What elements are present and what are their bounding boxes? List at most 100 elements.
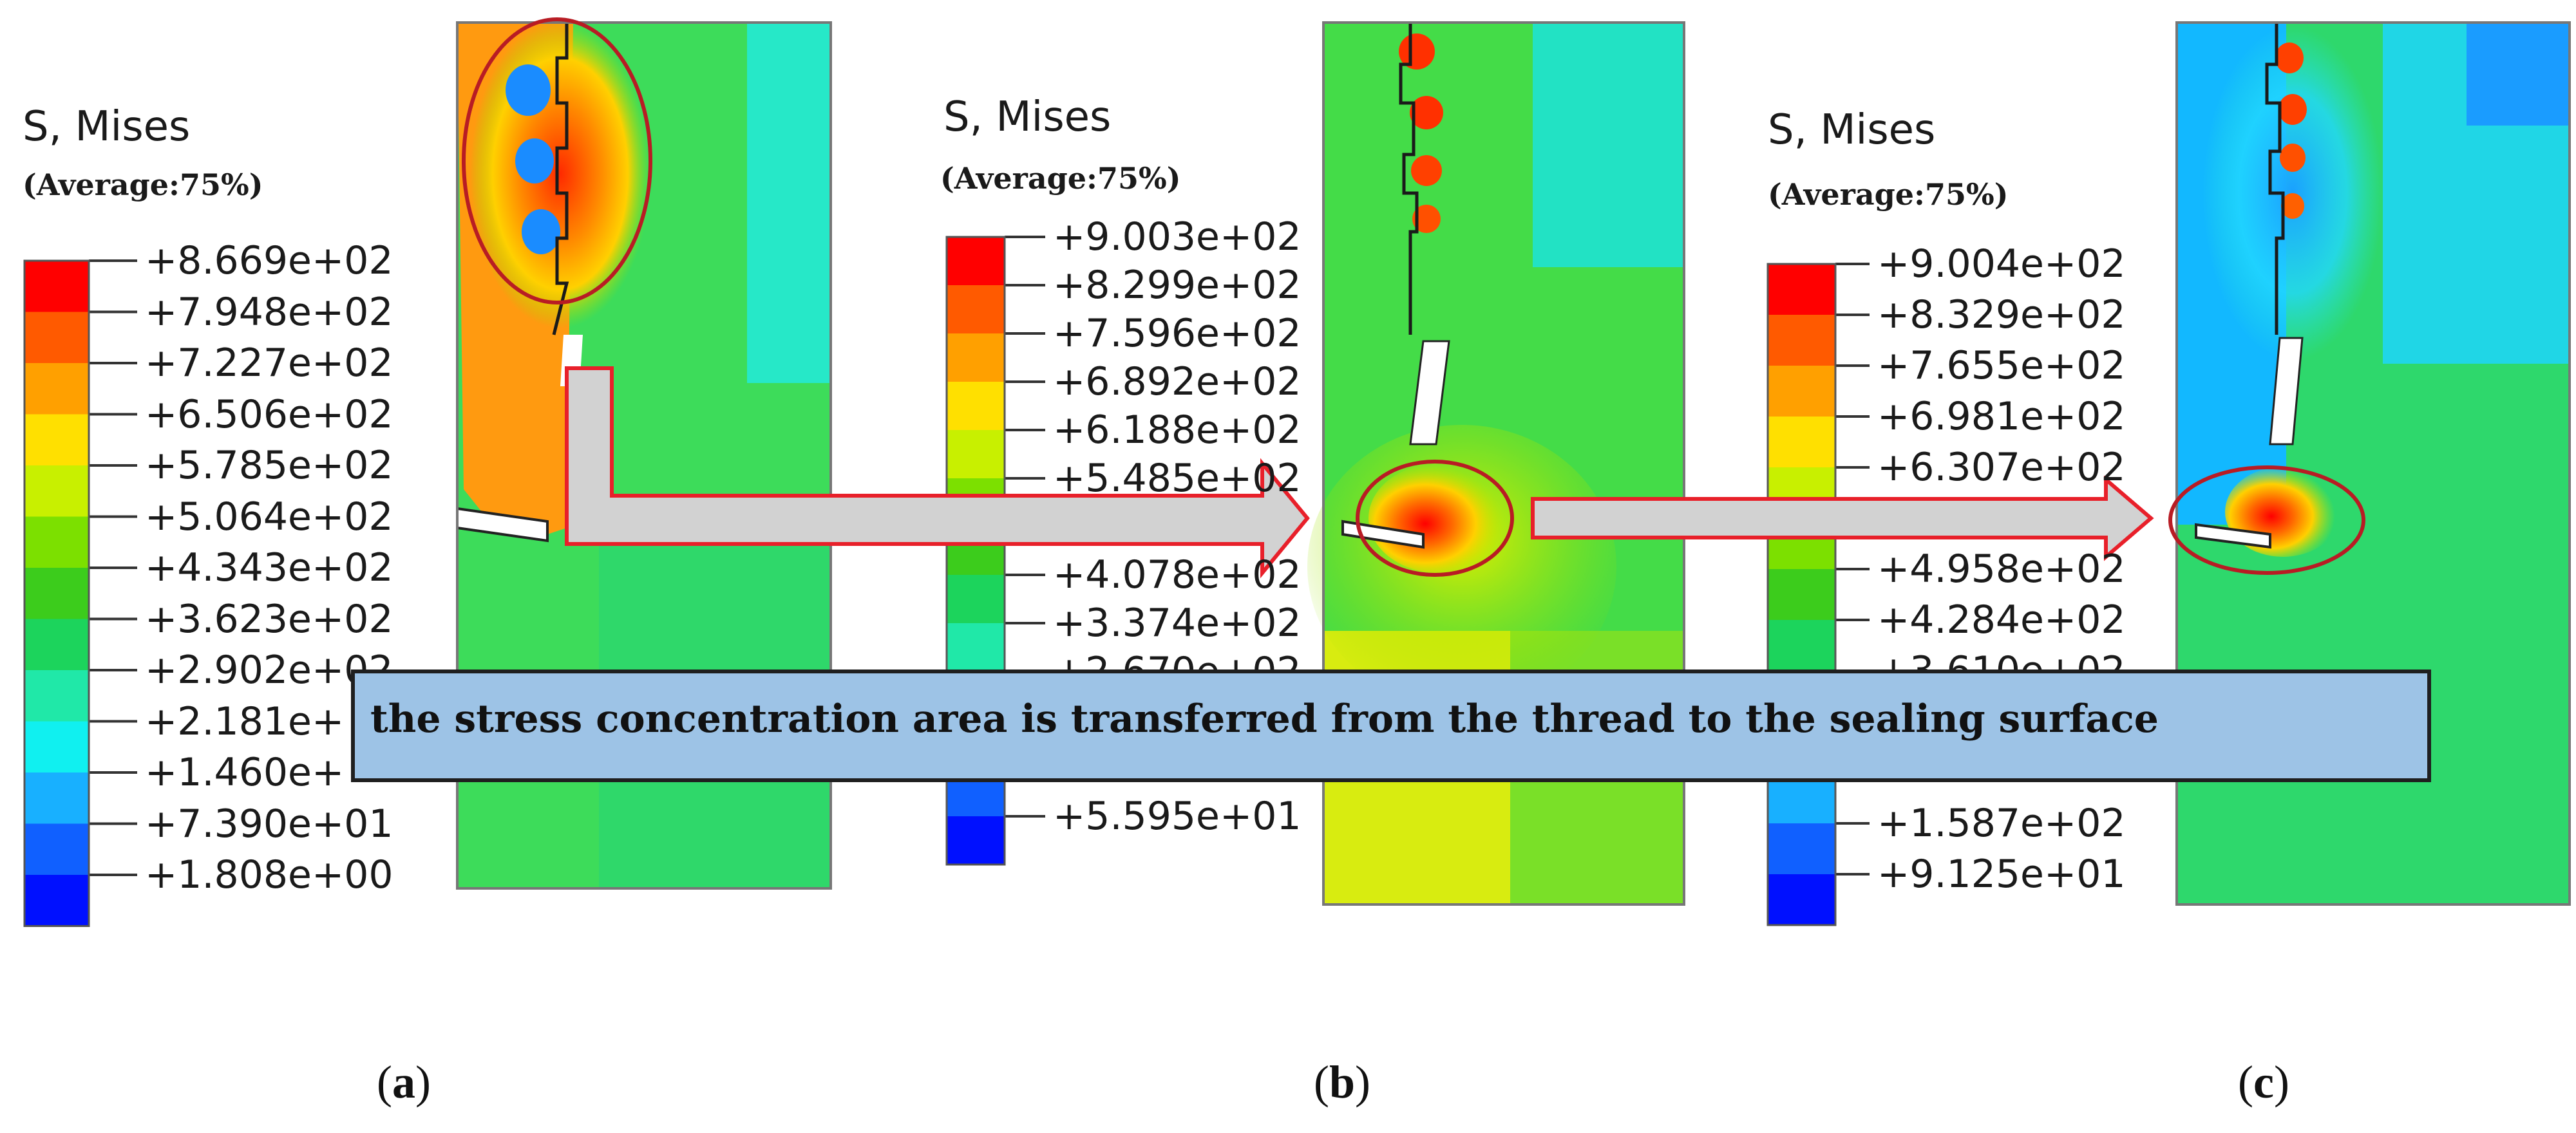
panel-label-c: (c) [2238,1056,2289,1108]
legend-c-tick-label: +9.004e+02 [1877,241,2126,286]
legend-c-tick-label: +6.981e+02 [1877,394,2126,439]
legend-b-swatch [947,382,1005,431]
arrow-a-to-b [565,366,1310,579]
legend-a-tick-label: +6.506e+02 [145,391,393,437]
legend-c-tick-label: +9.125e+01 [1877,852,2126,897]
legend-a-subtitle: (Average:75%) [23,167,263,202]
model-b-seal-hot [1368,464,1510,573]
model-b-thread [1399,23,1419,335]
legend-c-swatch [1768,569,1835,621]
model-b-hotspot [1410,96,1443,129]
panel-label-a: (a) [377,1056,431,1108]
legend-b-tick-label: +5.595e+01 [1053,794,1302,839]
model-c-hotspot [2280,144,2306,172]
model-c-border [2175,21,2571,906]
legend-b-subtitle: (Average:75%) [940,161,1181,196]
legend-a-swatch [24,619,89,671]
legend-b-tick-label: +9.003e+02 [1053,214,1302,259]
transfer-arrows [565,366,2154,579]
legend-a-tick-label: +5.785e+02 [145,443,393,488]
legend-c-subtitle: (Average:75%) [1768,177,2009,212]
legend-a-swatch [24,363,89,415]
legend-c-tick-label: +4.958e+02 [1877,547,2126,592]
model-a-blue-spot [506,64,551,116]
legend-a-tick-label: +7.948e+02 [145,289,393,335]
legend-a-swatch [24,772,89,824]
model-a-border [456,21,832,890]
legend-a-swatch [24,721,89,773]
legend-c-swatch [1768,823,1835,875]
legend-a-tick-label: +7.227e+02 [145,341,393,386]
legend-b-swatch [947,623,1005,672]
caption-text: the stress concentration area is transfe… [370,697,2159,742]
legend-c-swatch [1768,620,1835,671]
legend-a-tick-label: +1.460e+ [145,750,345,795]
model-c-thread [2265,23,2285,335]
legend-b-bar-border [945,236,1006,866]
legend-c-bar-border [1766,263,1837,926]
legend-b-swatch [947,816,1005,865]
model-b-hotspot [1399,33,1435,70]
legend-a-tick-label: +3.623e+02 [145,596,393,642]
model-c-seal-notch [2195,523,2271,549]
legend-a-bar-border [23,259,90,927]
legend-c-swatch [1768,366,1835,417]
legend-c-tick-label: +8.329e+02 [1877,292,2126,337]
legend-c-swatch [1768,874,1835,926]
model-b-gap [1409,340,1450,445]
legend-a-swatch [24,568,89,619]
legend-c-tick-label: +4.284e+02 [1877,597,2126,642]
arrow-b-to-c [1531,475,2154,561]
legend-c-tick-label: +1.587e+02 [1877,801,2126,846]
legend-b-tick-label: +7.596e+02 [1053,311,1302,356]
legend-c-title: S, Mises [1768,106,1936,154]
model-c-highlight-ellipse [2168,465,2365,575]
model-c-hotspot [2275,42,2304,73]
legend-a-tick-label: +7.390e+01 [145,801,393,847]
model-a-right-cyan [747,23,831,383]
model-c-hotspot [2281,193,2304,219]
legend-a-swatch [24,312,89,364]
legend-a-tick-label: +4.343e+02 [145,545,393,590]
model-c-hotspot [2278,94,2307,125]
legend-a-title: S, Mises [23,103,191,151]
legend-c-swatch [1768,264,1835,315]
legend-a-swatch [24,823,89,876]
legend-b-tick-label: +5.485e+02 [1053,456,1302,501]
legend-b-swatch [947,237,1005,286]
panel-label-b: (b) [1314,1056,1371,1108]
model-c-blue-topright [2467,23,2570,126]
model-b-highlight-ellipse [1356,460,1514,577]
legend-b-tick-label: +6.188e+02 [1053,407,1302,453]
model-b-cyan-top [1533,23,1684,267]
legend-c-swatch [1768,315,1835,366]
legend-a-tick-label: +2.181e+ [145,698,345,744]
legend-b-swatch [947,430,1005,479]
legend-c-tick-label: +7.655e+02 [1877,343,2126,388]
model-b-border [1322,21,1685,906]
legend-a-swatch [24,261,89,312]
legend-a-tick-label: +1.808e+00 [145,852,393,897]
panel-label-a-letter: a [392,1056,415,1108]
legend-b-swatch [947,333,1005,382]
legend-a-swatch [24,670,89,722]
legend-a-swatch [24,875,89,926]
model-a-thread [552,23,569,335]
legend-a-tick-label: +8.669e+02 [145,238,393,283]
model-c-gap [2269,337,2304,445]
legend-c-swatch [1768,417,1835,468]
model-b-hotspot [1411,155,1442,186]
model-a-blue-spot [515,138,554,183]
legend-b-title: S, Mises [943,93,1112,141]
legend-b-tick-label: +8.299e+02 [1053,263,1302,308]
panel-label-c-letter: c [2253,1056,2274,1108]
model-b-hotspot [1412,205,1441,233]
legend-b-tick-label: +3.374e+02 [1053,601,1302,646]
legend-a-swatch [24,465,89,517]
model-a-highlight-ellipse [462,17,652,304]
legend-b-tick-label: +4.078e+02 [1053,552,1302,597]
model-a-blue-spot [522,209,560,254]
legend-a-swatch [24,414,89,466]
